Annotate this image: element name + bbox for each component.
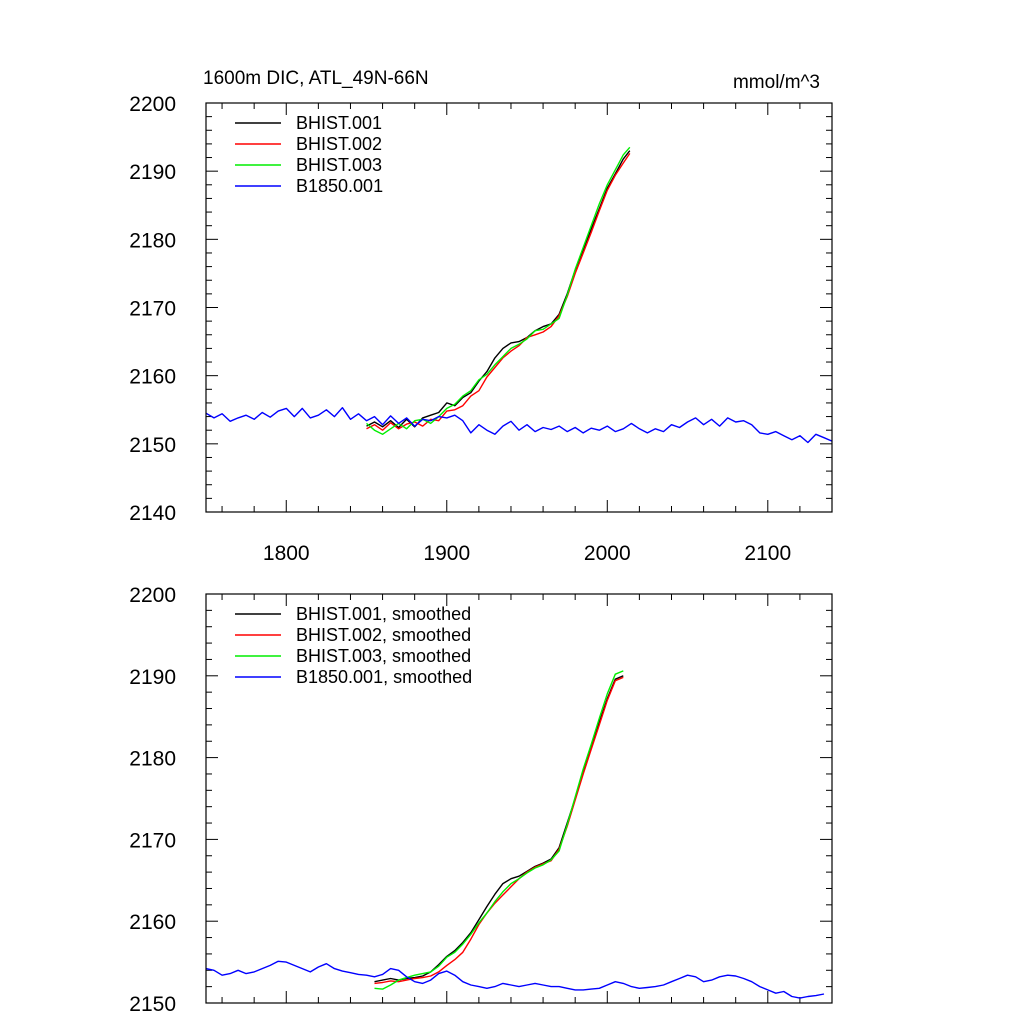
- legend-label: B1850.001, smoothed: [296, 667, 472, 687]
- chart-panel-1: [205, 102, 833, 513]
- chart-title: 1600m DIC, ATL_49N-66N: [203, 68, 429, 89]
- legend-label: BHIST.003, smoothed: [296, 646, 471, 666]
- series-group: [206, 670, 825, 999]
- y-tick-label: 2160: [129, 911, 176, 934]
- units-label: mmol/m^3: [733, 72, 820, 93]
- y-tick-label: 2180: [129, 229, 176, 252]
- y-tick-label: 2140: [129, 502, 176, 525]
- legend-label: BHIST.002: [296, 134, 382, 154]
- series-line-b1850-001-smoothed: [206, 960, 825, 999]
- y-tick-label: 2160: [129, 366, 176, 389]
- series-group: [206, 146, 832, 444]
- x-tick-label: 1900: [423, 542, 470, 565]
- x-tick-label: 1800: [263, 542, 310, 565]
- y-tick-label: 2190: [129, 161, 176, 184]
- y-tick-label: 2200: [129, 93, 176, 116]
- legend-label: BHIST.003: [296, 155, 382, 175]
- y-tick-label: 2150: [129, 434, 176, 457]
- x-tick-label: 2000: [584, 542, 631, 565]
- series-line-b1850-001: [206, 407, 832, 444]
- legend-label: BHIST.001: [296, 113, 382, 133]
- y-tick-label: 2150: [129, 993, 176, 1016]
- series-line-bhist-002-smoothed: [374, 676, 624, 985]
- chart-panel-2: [205, 593, 833, 1004]
- legend-label: BHIST.001, smoothed: [296, 604, 471, 624]
- y-tick-label: 2170: [129, 829, 176, 852]
- y-tick-label: 2200: [129, 584, 176, 607]
- legend-label: BHIST.002, smoothed: [296, 625, 471, 645]
- series-line-bhist-001-smoothed: [374, 675, 624, 983]
- plot-frame: [205, 593, 833, 1004]
- series-line-bhist-001: [366, 150, 631, 429]
- y-tick-label: 2180: [129, 748, 176, 771]
- y-tick-label: 2190: [129, 666, 176, 689]
- series-line-bhist-002: [366, 153, 631, 431]
- series-line-bhist-003: [366, 146, 631, 435]
- plot-frame: [205, 102, 833, 513]
- y-tick-label: 2170: [129, 298, 176, 321]
- series-line-bhist-003-smoothed: [374, 670, 624, 990]
- legend-label: B1850.001: [296, 176, 383, 196]
- x-tick-label: 2100: [744, 542, 791, 565]
